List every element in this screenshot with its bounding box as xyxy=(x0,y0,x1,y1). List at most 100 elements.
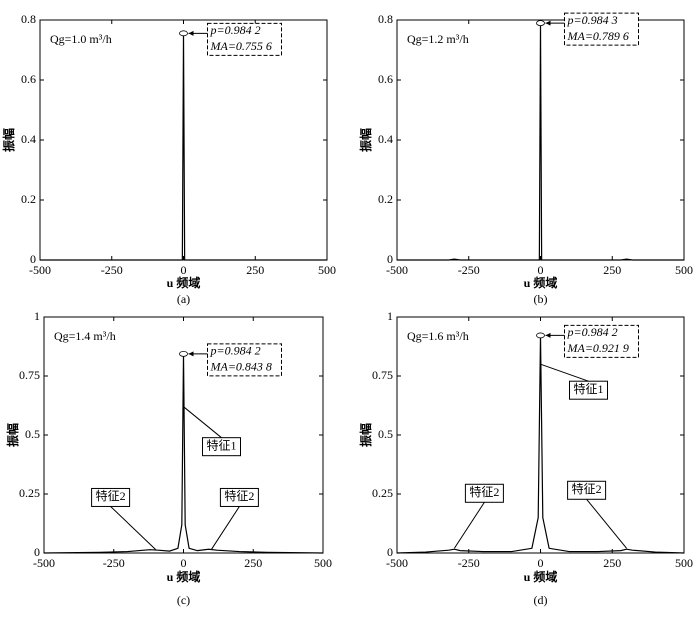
y-tick-label: 1 xyxy=(387,309,393,323)
y-tick-label: 0.75 xyxy=(19,368,40,382)
arrow-head xyxy=(188,30,194,36)
condition-label: Qg=1.6 m³/h xyxy=(407,329,469,343)
arrow-head xyxy=(545,332,551,338)
peak-p: p=0.984 2 xyxy=(210,344,261,358)
y-tick-label: 0 xyxy=(387,545,393,559)
y-tick-label: 0 xyxy=(387,252,393,266)
feature-box xyxy=(569,380,608,400)
caption: (b) xyxy=(534,292,548,306)
spectrum-line xyxy=(43,353,324,554)
y-tick-label: 0.2 xyxy=(378,192,393,206)
arrow-head xyxy=(545,20,551,26)
x-tick-label: -250 xyxy=(103,556,125,570)
peak-marker xyxy=(179,30,188,37)
spectrum-line xyxy=(40,33,327,261)
y-tick-label: 1 xyxy=(34,309,40,323)
peak-ma: MA=0.755 6 xyxy=(210,39,272,53)
x-tick-label: 0 xyxy=(181,556,187,570)
x-tick-label: 0 xyxy=(538,263,544,277)
peak-box xyxy=(207,22,282,56)
y-tick-label: 0.2 xyxy=(21,192,36,206)
caption: (c) xyxy=(177,593,190,607)
y-axis-label: 振幅 xyxy=(1,128,16,152)
x-tick-label: 500 xyxy=(314,556,332,570)
y-tick-label: 0.4 xyxy=(378,132,393,146)
subplot: -500 -250 0 250 500 0 0.25 0.5 0.75 1 u 频域 振幅 (c) Qg=… xyxy=(5,309,332,607)
condition-label: Qg=1.0 m³/h xyxy=(50,32,112,46)
peak-box xyxy=(564,12,639,46)
y-tick-label: 0 xyxy=(34,545,40,559)
peak-box xyxy=(564,324,639,358)
subplot: -500 -250 0 250 500 0 0.2 0.4 0.6 0.8 u 频域 振幅 (b) Qg=… xyxy=(358,12,693,306)
peak-marker xyxy=(536,20,545,27)
x-tick-label: -500 xyxy=(386,263,408,277)
subplot: -500 -250 0 250 500 0 0.25 0.5 0.75 1 u 频域 振幅 (d) Qg=… xyxy=(358,309,693,607)
y-tick-label: 0.5 xyxy=(25,427,40,441)
y-tick-label: 0.75 xyxy=(372,368,393,382)
feature-arrow xyxy=(586,498,627,549)
y-tick-label: 0.4 xyxy=(21,132,36,146)
feature-box xyxy=(567,480,607,500)
peak-ma: MA=0.843 8 xyxy=(210,360,272,374)
subplot: -500 -250 0 250 500 0 0.2 0.4 0.6 0.8 u 频域 振幅 (a) Qg=… xyxy=(1,12,336,306)
feature-box xyxy=(464,483,504,503)
y-tick-label: 0.6 xyxy=(21,72,36,86)
spectrum-line xyxy=(396,335,685,554)
peak-ma: MA=0.921 9 xyxy=(567,341,629,355)
x-tick-label: 250 xyxy=(244,556,262,570)
x-axis-label: u 频域 xyxy=(524,569,558,584)
condition-label: Qg=1.4 m³/h xyxy=(54,329,116,343)
feature-arrow xyxy=(183,406,222,439)
caption: (d) xyxy=(534,593,548,607)
x-tick-label: -500 xyxy=(33,556,55,570)
x-tick-label: 500 xyxy=(318,263,336,277)
feature-label: 特征2 xyxy=(96,488,126,503)
x-axis-label: u 频域 xyxy=(167,275,201,290)
y-tick-label: 0.8 xyxy=(21,12,36,26)
feature-label: 特征1 xyxy=(573,381,603,396)
peak-marker xyxy=(536,332,545,339)
feature-box xyxy=(202,437,241,457)
y-tick-label: 0.6 xyxy=(378,72,393,86)
peak-box xyxy=(207,343,282,377)
x-tick-label: -500 xyxy=(29,263,51,277)
x-axis-label: u 频域 xyxy=(524,275,558,290)
caption: (a) xyxy=(177,292,190,306)
x-tick-label: -500 xyxy=(386,556,408,570)
spectrum-line xyxy=(397,23,684,261)
x-tick-label: 0 xyxy=(538,556,544,570)
y-tick-label: 0.8 xyxy=(378,12,393,26)
y-axis-label: 振幅 xyxy=(358,128,373,152)
x-tick-label: 250 xyxy=(603,556,621,570)
y-tick-label: 0.5 xyxy=(378,427,393,441)
feature-box xyxy=(219,487,259,507)
feature-box xyxy=(91,487,131,507)
feature-label: 特征1 xyxy=(206,437,236,452)
y-axis-label: 振幅 xyxy=(358,423,373,447)
peak-p: p=0.984 2 xyxy=(210,23,261,37)
y-tick-label: 0.25 xyxy=(19,486,40,500)
x-tick-label: 250 xyxy=(246,263,264,277)
peak-marker xyxy=(179,350,188,357)
x-tick-label: -250 xyxy=(101,263,123,277)
feature-label: 特征2 xyxy=(469,484,499,499)
feature-arrow xyxy=(110,506,156,550)
arrow-head xyxy=(188,351,194,357)
feature-label: 特征2 xyxy=(224,488,254,503)
condition-label: Qg=1.2 m³/h xyxy=(407,32,469,46)
x-tick-label: 500 xyxy=(675,263,693,277)
x-tick-label: 250 xyxy=(603,263,621,277)
x-tick-label: -250 xyxy=(458,263,480,277)
feature-arrow xyxy=(453,502,485,549)
feature-arrow xyxy=(210,506,240,550)
x-tick-label: 0 xyxy=(181,263,187,277)
y-axis-label: 振幅 xyxy=(5,423,20,447)
feature-arrow xyxy=(540,363,589,382)
peak-p: p=0.984 2 xyxy=(567,325,618,339)
y-tick-label: 0 xyxy=(30,252,36,266)
feature-label: 特征2 xyxy=(572,481,602,496)
x-axis-label: u 频域 xyxy=(167,569,201,584)
x-tick-label: 500 xyxy=(675,556,693,570)
peak-p: p=0.984 3 xyxy=(567,13,618,27)
